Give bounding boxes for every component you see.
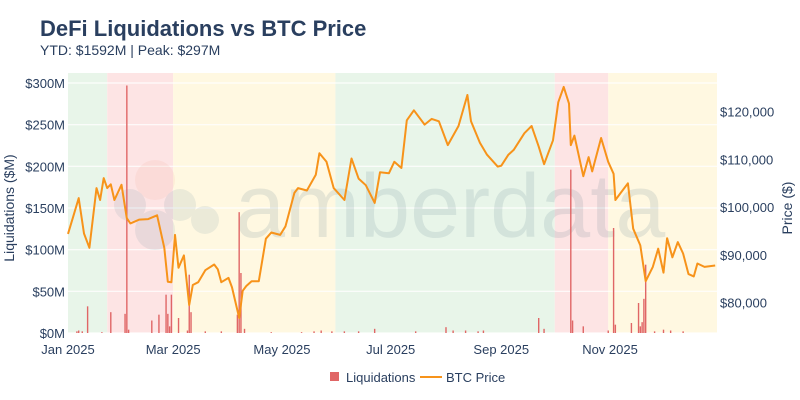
liquidation-bar — [165, 294, 167, 333]
regime-band — [68, 73, 108, 333]
liquidation-bar — [313, 331, 315, 333]
liquidation-bar — [110, 312, 112, 333]
liquidation-bar — [190, 312, 192, 333]
liquidation-bar — [357, 331, 360, 333]
liquidation-bar — [124, 313, 126, 333]
y-right-tick-label: $120,000 — [720, 105, 774, 120]
liquidation-bar — [607, 330, 609, 333]
liquidation-bar — [320, 330, 322, 333]
liquidation-bar — [126, 85, 128, 333]
watermark-logo-dot — [135, 160, 175, 200]
x-tick-label: Nov 2025 — [582, 342, 638, 357]
chart-title: DeFi Liquidations vs BTC Price — [40, 16, 367, 41]
liquidation-bar — [76, 331, 78, 333]
y-right-tick-label: $90,000 — [720, 248, 767, 263]
legend: Liquidations BTC Price — [330, 370, 505, 385]
liquidation-bar — [464, 330, 467, 333]
liquidation-bar — [81, 331, 83, 333]
btc-price-line — [67, 85, 716, 319]
liquidation-bar — [127, 329, 130, 333]
y-left-tick-label: $200M — [25, 159, 65, 174]
x-tick-label: Jul 2025 — [366, 342, 415, 357]
liquidation-bar — [343, 331, 346, 333]
regime-bands — [68, 73, 717, 333]
liquidation-bar — [643, 298, 645, 333]
liquidation-bar — [414, 331, 417, 333]
liquidation-bar — [77, 330, 80, 333]
liquidation-bar — [543, 328, 545, 333]
y-left-tick-label: $50M — [32, 284, 65, 299]
x-tick-label: May 2025 — [253, 342, 310, 357]
liquidation-bar — [477, 331, 479, 333]
liquidation-bar — [639, 326, 642, 333]
regime-band — [335, 73, 555, 333]
legend-btc-label: BTC Price — [446, 370, 505, 385]
x-tick-label: Sep 2025 — [473, 342, 529, 357]
regime-band — [554, 73, 609, 333]
y-left-tick-label: $300M — [25, 76, 65, 91]
liquidation-bar — [270, 332, 272, 333]
legend-liquidations-swatch — [330, 372, 339, 381]
liquidation-bar — [612, 228, 615, 333]
y-right-tick-label: $80,000 — [720, 296, 767, 311]
liquidation-bar — [158, 314, 160, 333]
liquidation-bar — [637, 303, 640, 333]
liquidation-bar — [614, 324, 617, 333]
liquidation-bar — [482, 330, 485, 333]
x-tick-label: Jan 2025 — [41, 342, 95, 357]
y-left-tick-label: $150M — [25, 201, 65, 216]
watermark-logo-dot — [191, 206, 219, 234]
liquidation-bar — [653, 331, 656, 333]
regime-band — [608, 73, 717, 333]
regime-band — [173, 73, 336, 333]
liquidation-bar — [300, 332, 303, 333]
watermark-logo-dot — [114, 189, 146, 221]
liquidation-bar — [238, 212, 240, 333]
y-axis-left-label: Liquidations ($M) — [1, 154, 17, 261]
liquidation-bar — [86, 306, 89, 333]
liquidation-bar — [101, 332, 103, 333]
watermark: amberdata — [114, 157, 666, 257]
watermark-logo-dot — [164, 189, 196, 221]
liquidation-bar — [452, 330, 454, 333]
liquidation-bar — [669, 330, 672, 333]
liquidation-bar — [571, 320, 574, 333]
y-right-tick-label: $110,000 — [720, 152, 773, 167]
liquidation-bar — [570, 169, 572, 333]
liquidation-bar — [331, 331, 333, 333]
liquidation-bar — [538, 318, 540, 333]
y-axis-right-label: Price ($) — [779, 182, 795, 235]
axes: $0M $50M $100M $150M $200M $250M $300M $80,000 $… — [25, 76, 774, 357]
liquidation-bar — [220, 331, 223, 333]
liquidation-bar — [243, 328, 246, 333]
liquidation-bar — [151, 320, 153, 333]
y-left-tick-label: $100M — [25, 243, 65, 258]
liquidation-bar — [236, 314, 239, 333]
liquidation-bar — [682, 331, 684, 333]
watermark-text: amberdata — [235, 157, 666, 257]
x-tick-label: Mar 2025 — [146, 342, 201, 357]
liquidation-bar — [168, 326, 171, 333]
liquidation-bar — [204, 331, 206, 333]
legend-liquidations-label: Liquidations — [346, 370, 416, 385]
liquidation-bar — [662, 329, 665, 333]
liquidation-bar — [644, 264, 647, 333]
y-left-tick-label: $0M — [40, 326, 65, 341]
liquidation-bar — [167, 313, 169, 333]
y-right-tick-label: $100,000 — [720, 200, 774, 215]
y-left-tick-label: $250M — [25, 118, 65, 133]
liquidation-bar — [170, 294, 173, 333]
liquidation-bar — [630, 323, 633, 333]
liquidation-bar — [177, 318, 180, 333]
liquidation-bar — [186, 330, 189, 333]
regime-band — [107, 73, 174, 333]
liquidation-bar — [373, 328, 376, 333]
liquidation-bar — [445, 327, 447, 333]
liquidation-bar — [582, 326, 584, 333]
liquidation-bar — [641, 322, 643, 333]
chart-subtitle: YTD: $1592M | Peak: $297M — [40, 42, 221, 58]
